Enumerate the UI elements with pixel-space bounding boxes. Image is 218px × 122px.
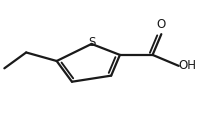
Text: S: S: [88, 36, 95, 49]
Text: O: O: [157, 18, 166, 31]
Text: OH: OH: [179, 59, 196, 72]
